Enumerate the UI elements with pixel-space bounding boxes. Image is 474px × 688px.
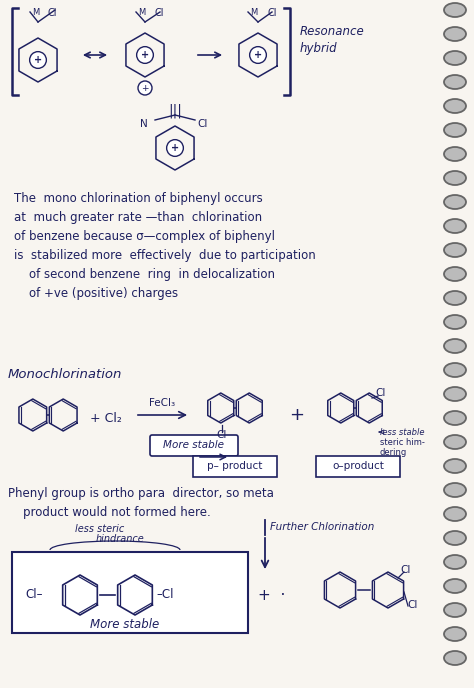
Ellipse shape: [444, 627, 466, 641]
Text: M: M: [32, 8, 39, 17]
Text: N: N: [140, 119, 148, 129]
Text: Cl: Cl: [375, 388, 385, 398]
Text: p– product: p– product: [207, 461, 263, 471]
FancyBboxPatch shape: [316, 456, 400, 477]
Circle shape: [30, 52, 46, 68]
Text: Resonance: Resonance: [300, 25, 365, 38]
Circle shape: [250, 47, 266, 63]
Ellipse shape: [444, 339, 466, 353]
Text: M: M: [138, 8, 145, 17]
Ellipse shape: [444, 507, 466, 521]
Text: |||: |||: [168, 103, 182, 118]
Text: –Cl: –Cl: [156, 588, 173, 601]
Ellipse shape: [444, 603, 466, 617]
Text: Cl: Cl: [155, 8, 164, 18]
Text: hybrid: hybrid: [300, 42, 337, 55]
Text: Phenyl group is ortho para  director, so meta
    product would not formed here.: Phenyl group is ortho para director, so …: [8, 487, 274, 519]
FancyBboxPatch shape: [12, 552, 248, 633]
Text: M: M: [250, 8, 257, 17]
Text: +: +: [290, 406, 304, 424]
Text: Cl: Cl: [197, 119, 207, 129]
Ellipse shape: [444, 147, 466, 161]
Ellipse shape: [444, 387, 466, 401]
Text: +: +: [171, 143, 179, 153]
Text: Cl: Cl: [407, 600, 418, 610]
Ellipse shape: [444, 531, 466, 545]
Text: Cl: Cl: [217, 430, 227, 440]
Text: Cl–: Cl–: [25, 588, 43, 601]
Ellipse shape: [444, 435, 466, 449]
Ellipse shape: [444, 123, 466, 137]
Text: More stable: More stable: [164, 440, 225, 450]
Text: less stable: less stable: [380, 428, 425, 437]
Ellipse shape: [444, 363, 466, 377]
Text: +: +: [34, 55, 42, 65]
Text: + Cl₂: + Cl₂: [90, 411, 122, 424]
Text: FeCl₃: FeCl₃: [149, 398, 175, 408]
Text: steric him-: steric him-: [380, 438, 425, 447]
Circle shape: [167, 140, 183, 156]
Text: Monochlorination: Monochlorination: [8, 368, 122, 381]
Ellipse shape: [444, 579, 466, 593]
Text: hindrance: hindrance: [96, 534, 145, 544]
Text: +: +: [141, 50, 149, 60]
Ellipse shape: [444, 291, 466, 305]
Ellipse shape: [444, 267, 466, 281]
Text: Cl: Cl: [400, 565, 410, 575]
Ellipse shape: [444, 3, 466, 17]
Ellipse shape: [444, 555, 466, 569]
Ellipse shape: [444, 315, 466, 329]
Text: +: +: [254, 50, 262, 60]
Text: less steric: less steric: [75, 524, 125, 534]
FancyBboxPatch shape: [193, 456, 277, 477]
Text: o–product: o–product: [332, 461, 384, 471]
FancyBboxPatch shape: [150, 435, 238, 456]
Ellipse shape: [444, 171, 466, 185]
Ellipse shape: [444, 99, 466, 113]
Ellipse shape: [444, 51, 466, 65]
Text: More stable: More stable: [90, 618, 159, 631]
Circle shape: [138, 81, 152, 95]
Text: The  mono chlorination of biphenyl occurs
at  much greater rate —than  chlorinat: The mono chlorination of biphenyl occurs…: [14, 192, 316, 300]
Text: Further Chlorination: Further Chlorination: [270, 522, 374, 532]
Ellipse shape: [444, 75, 466, 89]
Circle shape: [137, 47, 154, 63]
Text: +  ·: + ·: [258, 588, 285, 603]
Ellipse shape: [444, 483, 466, 497]
Text: +: +: [141, 83, 149, 92]
Ellipse shape: [444, 195, 466, 209]
Ellipse shape: [444, 651, 466, 665]
Ellipse shape: [444, 411, 466, 425]
Text: dering: dering: [380, 448, 407, 457]
Ellipse shape: [444, 459, 466, 473]
Ellipse shape: [444, 243, 466, 257]
Ellipse shape: [444, 219, 466, 233]
Text: Cl: Cl: [48, 8, 57, 18]
Text: Cl: Cl: [268, 8, 277, 18]
Ellipse shape: [444, 27, 466, 41]
